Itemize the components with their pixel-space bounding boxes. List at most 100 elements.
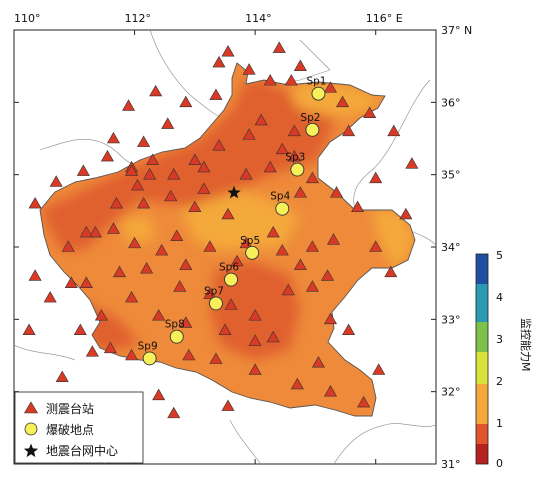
station-marker [79,225,93,238]
station-marker [170,229,184,241]
station-marker [55,370,69,383]
station-marker [248,309,262,321]
station-marker [218,323,232,335]
axis-tick-labels: 110° 112° 114° 116° E 37° N 36° 35° 34° 33° 32° 31… [14,12,472,471]
station-marker [125,164,139,176]
station-marker [384,265,398,278]
colorbar-tick-5: 5 [496,249,503,262]
station-marker [405,157,419,169]
station-marker [64,276,78,288]
blast-marker [209,296,223,311]
station-marker [287,124,301,137]
triangle-icon [23,401,39,414]
station-marker [203,240,217,252]
station-marker [128,236,142,249]
station-marker [152,388,166,401]
colorbar-tick-2: 2 [496,375,503,388]
circle-icon [24,422,38,436]
colorbar-segment-4 [476,284,488,322]
blast-marker [290,162,305,177]
colorbar-tick-4: 4 [496,291,503,304]
blast-marker [169,329,184,344]
station-marker [140,262,154,274]
station-marker [179,316,193,328]
legend-label-stations: 测震台站 [46,401,94,416]
station-marker [351,200,365,213]
station-marker [76,164,90,176]
station-marker [167,168,181,180]
colorbar-outline [475,253,489,465]
station-marker [326,233,341,245]
station-marker [284,74,298,86]
network-center-marker [227,185,241,199]
station-marker [221,207,235,220]
station-marker [103,341,117,354]
colorbar-segment-3 [476,322,488,352]
legend-label-center: 地震台网中心 [46,443,118,458]
station-marker [221,399,235,411]
station-marker [61,240,75,252]
blast-label: Sp3 [285,152,305,164]
station-marker [372,363,386,375]
station-marker [28,196,42,209]
blast-marker [224,272,238,287]
station-marker [275,244,289,256]
station-marker [272,41,286,53]
station-marker [293,186,307,198]
station-marker [290,377,304,390]
station-marker [323,312,338,325]
station-marker [254,113,268,126]
axis-ticks [13,29,436,465]
colorbar-title: 监控能力M [519,318,533,372]
station-marker [197,182,211,194]
blast-label: Sp2 [300,112,320,124]
lon-label: 114° [245,12,272,25]
station-marker [275,142,289,155]
colorbar-segment-2 [476,352,488,384]
station-marker [399,207,413,220]
station-marker [293,59,307,71]
blast-marker [275,201,290,216]
station-marker [336,95,350,108]
station-marker [28,269,42,281]
station-marker [293,258,307,270]
station-layer [22,41,419,419]
blast-marker [305,122,320,137]
station-marker [242,128,256,140]
lat-label: 36° [441,96,461,109]
blast-marker [311,86,326,101]
station-marker [209,88,223,100]
station-marker [242,63,256,75]
blast-label: Sp9 [138,340,158,352]
station-marker [369,240,383,252]
station-marker [342,323,356,335]
station-marker [43,291,57,303]
station-marker [167,406,181,419]
blast-label: Sp6 [219,262,239,274]
colorbar-tick-1: 1 [496,417,503,430]
lat-label: 37° N [441,24,472,37]
lat-label: 32° [441,386,461,399]
station-marker [137,135,151,147]
station-marker [155,244,169,256]
station-marker [197,160,211,173]
station-marker [224,298,238,310]
lon-label: 116° E [366,12,403,25]
station-marker [221,45,235,57]
station-marker [287,149,301,162]
station-marker [125,348,139,361]
lat-label: 34° [441,241,461,254]
station-marker [305,240,319,252]
station-marker [357,395,371,408]
station-marker [342,124,356,137]
station-marker [161,117,175,129]
blast-label: Sp4 [270,191,290,203]
blast-label: Sp1 [306,76,326,88]
station-marker [49,175,63,187]
station-marker [387,124,401,137]
station-marker [137,196,151,209]
blast-marker [245,245,260,260]
station-marker [106,222,120,234]
station-marker [248,334,262,346]
